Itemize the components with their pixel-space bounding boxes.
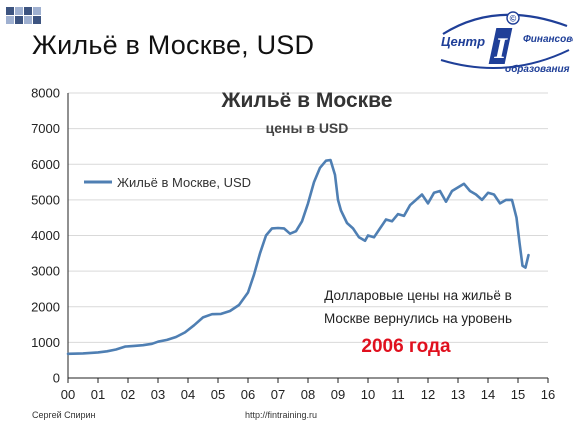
logo-word-1: Центр — [441, 34, 485, 49]
x-axis-tick-labels: 00 01 02 03 04 05 06 07 08 09 10 11 12 13 14 15 16 — [61, 387, 555, 402]
x-tick-label: 14 — [481, 387, 495, 402]
chart-labels: Жильё в Москве цены в USD Жильё в Москве… — [84, 89, 512, 357]
x-tick-label: 15 — [511, 387, 525, 402]
y-tick-label: 1000 — [31, 335, 60, 350]
x-tick-label: 03 — [151, 387, 165, 402]
y-tick-label: 4000 — [31, 228, 60, 243]
chart-title: Жильё в Москве — [221, 89, 393, 112]
x-tick-label: 07 — [271, 387, 285, 402]
annotation-line-1: Долларовые цены на жильё в — [324, 288, 512, 303]
annotation-line-2: Москве вернулись на уровень — [324, 311, 512, 326]
x-tick-label: 09 — [331, 387, 345, 402]
chart-gridlines — [68, 92, 548, 343]
x-tick-label: 06 — [241, 387, 255, 402]
logo-word-2: Финансового — [523, 34, 573, 45]
x-tick-label: 16 — [541, 387, 555, 402]
logo-mark: © — [510, 14, 517, 24]
x-tick-label: 02 — [121, 387, 135, 402]
annotation-highlight: 2006 года — [361, 336, 451, 357]
y-tick-label: 8000 — [31, 86, 60, 101]
chart-axes — [67, 93, 549, 383]
y-tick-label: 6000 — [31, 157, 60, 172]
series-line — [66, 158, 530, 356]
x-tick-label: 13 — [451, 387, 465, 402]
footer-author: Сергей Спирин — [32, 410, 96, 420]
y-tick-label: 5000 — [31, 192, 60, 207]
x-tick-label: 08 — [301, 387, 315, 402]
x-tick-label: 11 — [391, 387, 405, 402]
x-tick-label: 00 — [61, 387, 75, 402]
y-tick-label: 2000 — [31, 299, 60, 314]
y-axis-tick-labels: 0 1000 2000 3000 4000 5000 6000 7000 8000 — [31, 86, 60, 386]
x-tick-label: 10 — [361, 387, 375, 402]
chart-series — [66, 158, 530, 356]
y-tick-label: 0 — [53, 371, 60, 386]
footer-url[interactable]: http://fintraining.ru — [245, 410, 318, 420]
x-tick-label: 12 — [421, 387, 435, 402]
y-tick-label: 3000 — [31, 264, 60, 279]
legend-label: Жильё в Москве, USD — [117, 175, 251, 190]
company-logo: © I Центр Финансового образования — [440, 11, 573, 75]
chart-subtitle: цены в USD — [266, 120, 349, 136]
x-tick-label: 05 — [211, 387, 225, 402]
y-tick-label: 7000 — [31, 121, 60, 136]
x-tick-label: 01 — [91, 387, 105, 402]
x-tick-label: 04 — [181, 387, 195, 402]
slide-title: Жильё в Москве, USD — [32, 30, 315, 60]
